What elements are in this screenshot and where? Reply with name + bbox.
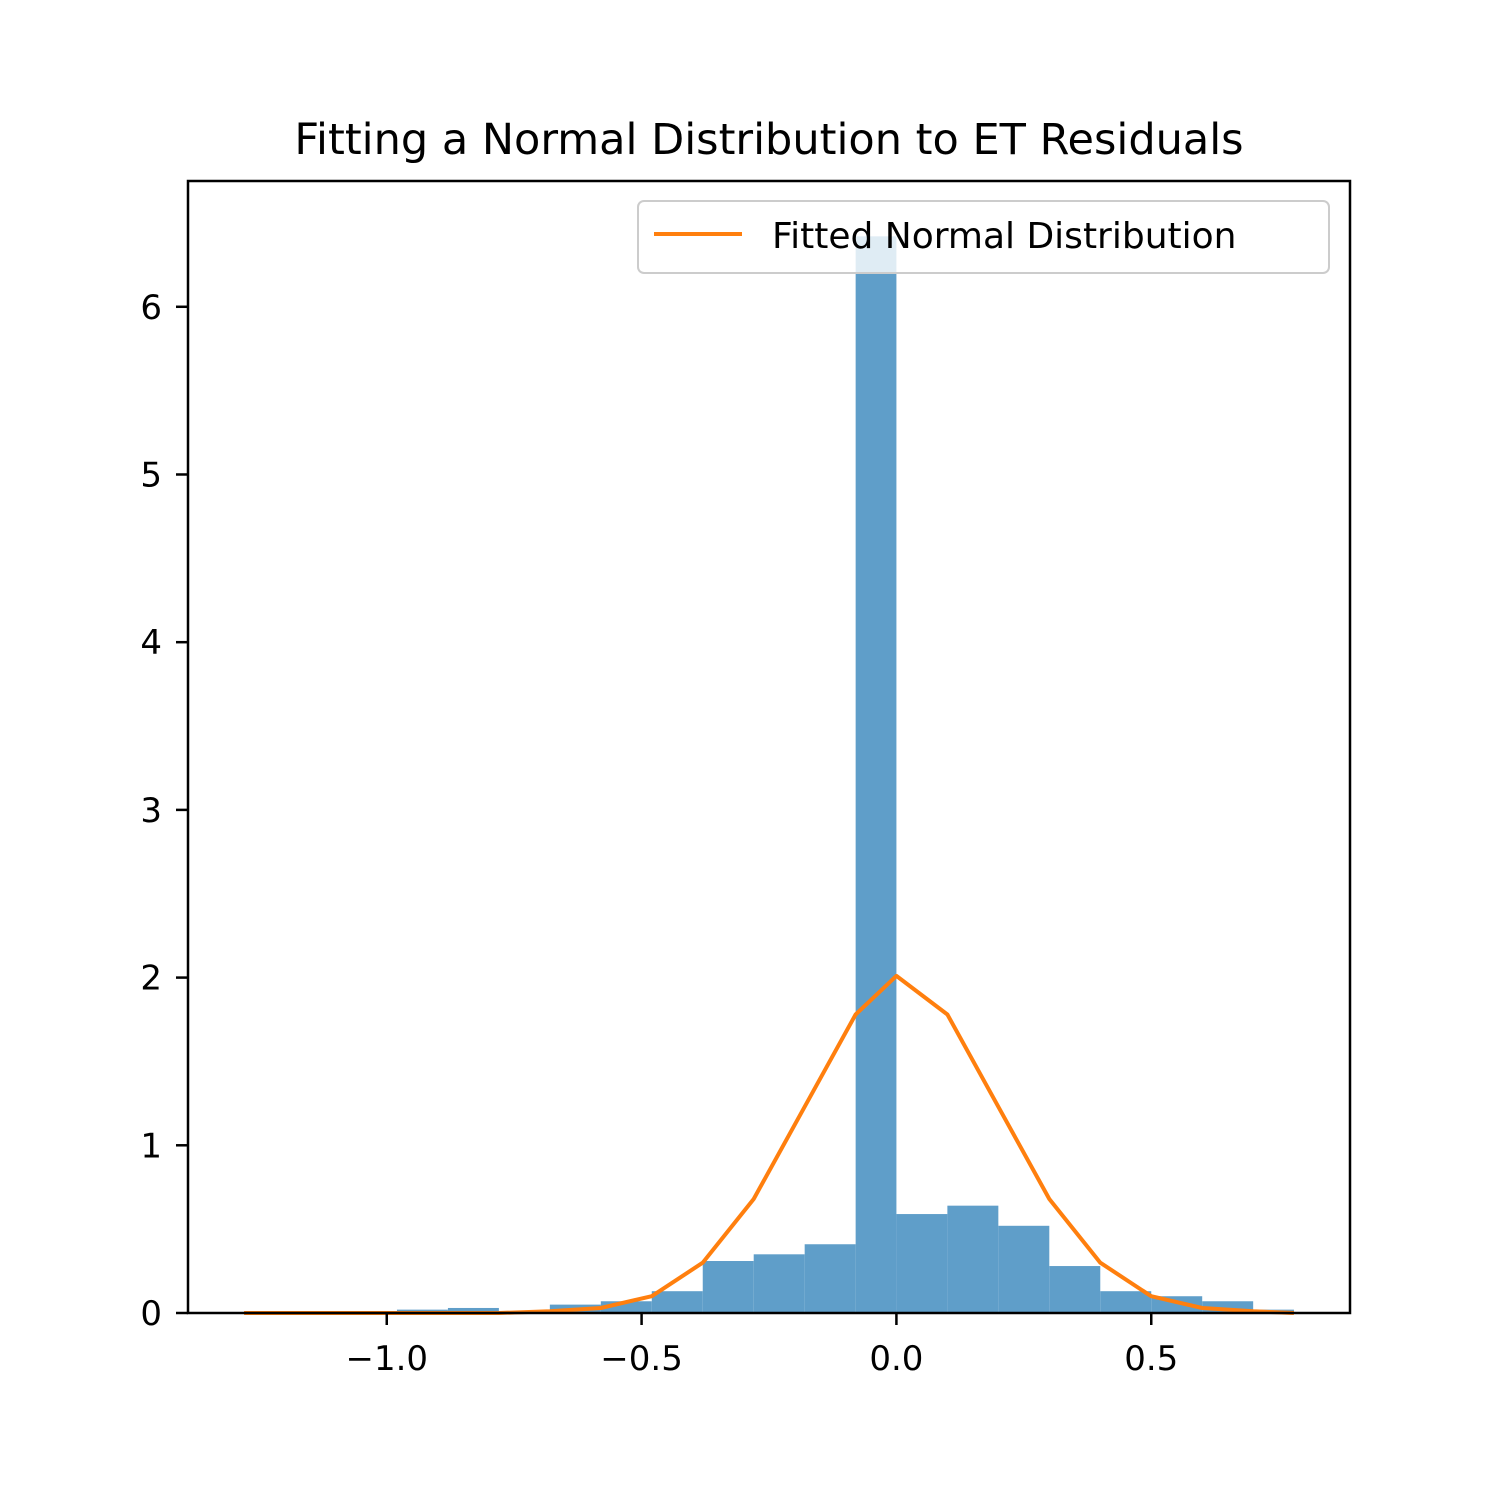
- y-tick-label: 6: [140, 288, 162, 328]
- y-axis: 0 1 2 3 4 5 6: [140, 288, 188, 1334]
- histogram-bars: [244, 236, 1294, 1313]
- histogram-bar: [600, 1301, 652, 1313]
- histogram-bar: [947, 1205, 999, 1313]
- legend-box: [637, 200, 1330, 274]
- histogram-bar: [855, 236, 897, 1313]
- histogram-bar: [447, 1307, 499, 1313]
- chart-title: Fitting a Normal Distribution to ET Resi…: [294, 115, 1243, 165]
- histogram-bar: [804, 1244, 856, 1313]
- x-tick-label: 0.5: [1124, 1339, 1178, 1379]
- y-tick-label: 0: [140, 1294, 162, 1334]
- y-tick-label: 4: [140, 623, 162, 663]
- legend-label-fitted-normal: Fitted Normal Distribution: [772, 216, 1236, 257]
- legend: Fitted Normal Distribution: [637, 200, 1330, 274]
- histogram-bar: [1049, 1266, 1101, 1313]
- histogram-bar: [998, 1225, 1050, 1313]
- histogram-bar: [1100, 1291, 1152, 1313]
- plot-frame: [186, 179, 1352, 1315]
- histogram-bar: [753, 1254, 805, 1313]
- histogram-bar: [702, 1261, 754, 1313]
- x-tick-label: 0.0: [869, 1339, 923, 1379]
- y-tick-label: 5: [140, 455, 162, 495]
- histogram-bar: [651, 1291, 703, 1313]
- histogram-bar: [1202, 1301, 1254, 1313]
- histogram-bar: [896, 1214, 948, 1313]
- y-tick-label: 1: [140, 1126, 162, 1166]
- x-tick-label: −1.0: [345, 1339, 428, 1379]
- x-tick-label: −0.5: [600, 1339, 683, 1379]
- x-axis: −1.0 −0.5 0.0 0.5: [345, 1313, 1178, 1379]
- y-tick-label: 3: [140, 791, 162, 831]
- y-tick-label: 2: [140, 959, 162, 999]
